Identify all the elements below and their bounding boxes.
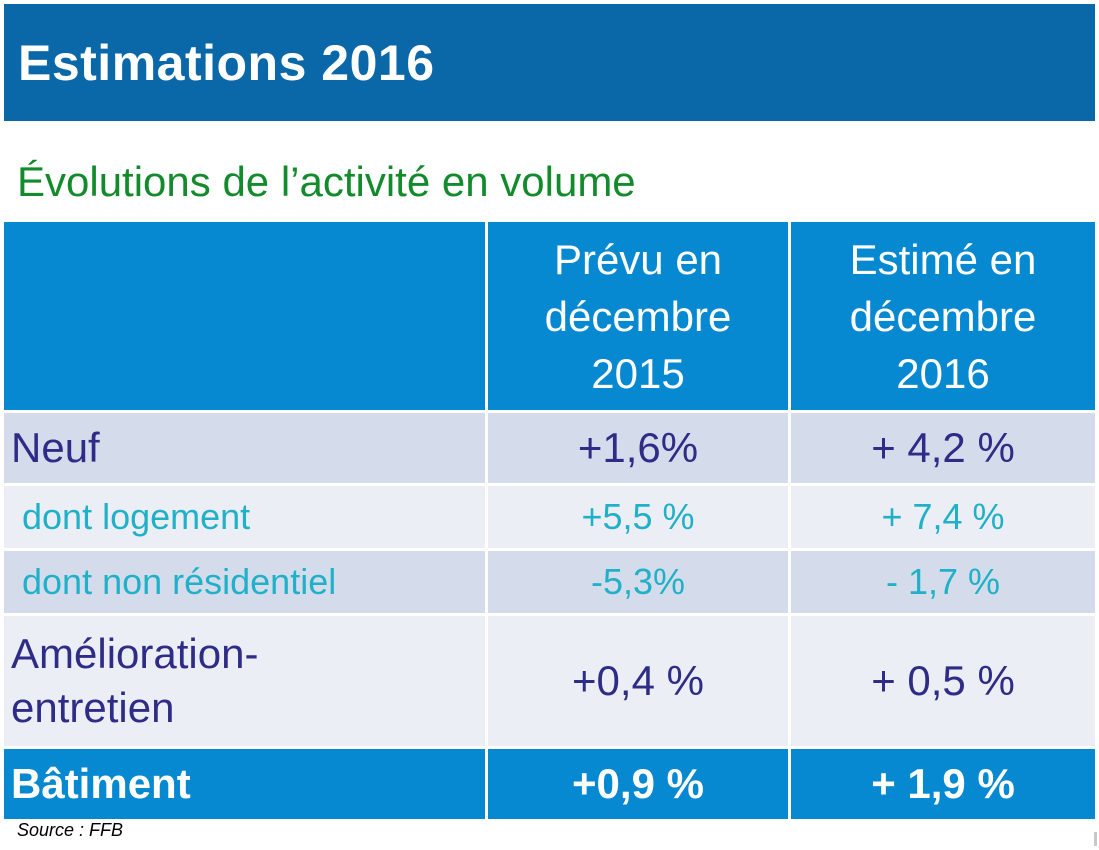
table-header-row: Prévu en décembre 2015 Estimé en décembr… xyxy=(4,222,1095,410)
header-empty-cell xyxy=(4,222,488,410)
table-row-non-residentiel: dont non résidentiel -5,3% - 1,7 % xyxy=(4,548,1095,613)
cell-estime: + 4,2 % xyxy=(791,413,1095,483)
table-row-amelioration: Amélioration- entretien +0,4 % + 0,5 % xyxy=(4,613,1095,746)
row-label-line-1: Amélioration- xyxy=(11,630,259,677)
cell-prevu: +1,6% xyxy=(488,413,791,483)
cell-prevu: -5,3% xyxy=(488,551,791,613)
cell-estime: + 7,4 % xyxy=(791,486,1095,548)
header-prevu-line-2: décembre xyxy=(544,292,732,340)
row-label-line-2: entretien xyxy=(11,684,175,731)
table-row-neuf: Neuf +1,6% + 4,2 % xyxy=(4,410,1095,483)
header-estime-line-3: 2016 xyxy=(896,349,990,397)
row-label: dont non résidentiel xyxy=(4,551,488,613)
cell-prevu: +0,9 % xyxy=(488,749,791,819)
subtitle: Évolutions de l’activité en volume xyxy=(17,158,636,205)
cell-estime: + 0,5 % xyxy=(791,616,1095,746)
row-label: dont logement xyxy=(4,486,488,548)
header-prevu-line-1: Prévu en xyxy=(553,235,723,283)
header-prevu: Prévu en décembre 2015 xyxy=(488,222,791,410)
row-label: Amélioration- entretien xyxy=(4,616,488,746)
table-row-batiment: Bâtiment +0,9 % + 1,9 % xyxy=(4,746,1095,819)
header-estime-line-2: décembre xyxy=(849,292,1037,340)
header-estime: Estimé en décembre 2016 xyxy=(791,222,1095,410)
cell-estime: + 1,9 % xyxy=(791,749,1095,819)
table-row-logement: dont logement +5,5 % + 7,4 % xyxy=(4,483,1095,548)
cell-estime: - 1,7 % xyxy=(791,551,1095,613)
source-note: Source : FFB xyxy=(17,820,124,840)
cell-prevu: +0,4 % xyxy=(488,616,791,746)
cell-prevu: +5,5 % xyxy=(488,486,791,548)
row-label: Neuf xyxy=(4,413,488,483)
estimates-table: Prévu en décembre 2015 Estimé en décembr… xyxy=(4,222,1095,819)
page-title: Estimations 2016 xyxy=(18,34,435,91)
header-estime-line-1: Estimé en xyxy=(849,235,1037,283)
slide-corner-mark xyxy=(1094,832,1097,846)
header-prevu-line-3: 2015 xyxy=(591,349,685,397)
row-label: Bâtiment xyxy=(4,749,488,819)
title-bar: Estimations 2016 xyxy=(4,4,1095,121)
